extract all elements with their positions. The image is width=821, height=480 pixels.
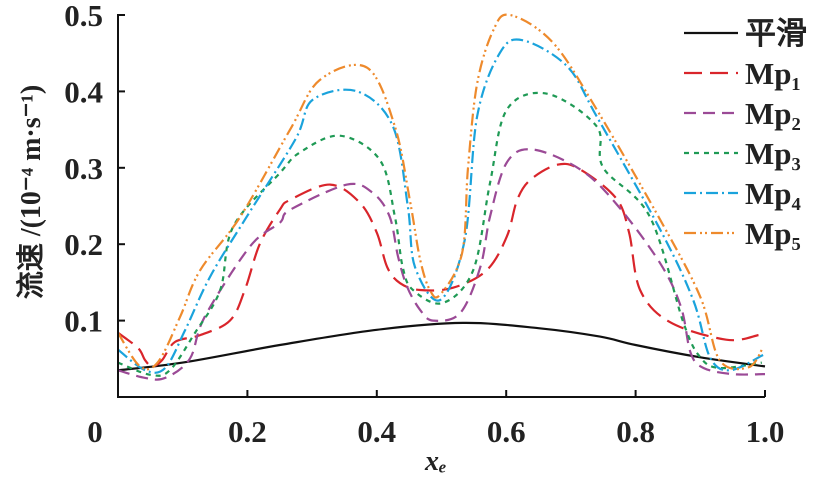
x-tick-label: 1.0 [746,414,785,449]
legend: 平滑 Mp₁ Mp₂ Mp₃ Mp₄ Mp₅ [684,16,807,251]
legend-label: Mp₂ [745,96,801,131]
series-line-3 [117,91,762,377]
y-axis-title: 流速 /(10⁻⁴ m·s⁻¹) [15,85,47,299]
series-line-5 [117,13,765,371]
x-tick-label: 0.8 [616,414,655,449]
y-tick-label: 0.3 [64,151,103,186]
legend-label: Mp₁ [745,56,801,91]
x-tick-label: 0.6 [487,414,526,449]
series-line-2 [117,148,766,381]
legend-label: 平滑 [745,16,807,51]
y-tick-label: 0.2 [64,227,103,262]
x-tick-label: 0.2 [228,414,267,449]
legend-label: Mp₄ [745,176,801,211]
y-tick-label: 0.1 [64,304,103,339]
x-tick-label: 0 [87,414,103,449]
x-axis-title: xₑ [424,446,447,477]
series-layer [117,13,766,381]
x-tick-label: 0.4 [357,414,396,449]
series-line-1 [117,162,759,368]
ticks: 0 0.2 0.4 0.6 0.8 1.0 0.1 0.2 0.3 0.4 0.5 [64,0,784,449]
legend-label: Mp₅ [745,216,801,251]
y-tick-label: 0.4 [64,74,103,109]
y-tick-label: 0.5 [64,0,103,33]
legend-label: Mp₃ [745,136,801,171]
series-line-0 [117,321,766,372]
series-line-4 [117,38,764,374]
